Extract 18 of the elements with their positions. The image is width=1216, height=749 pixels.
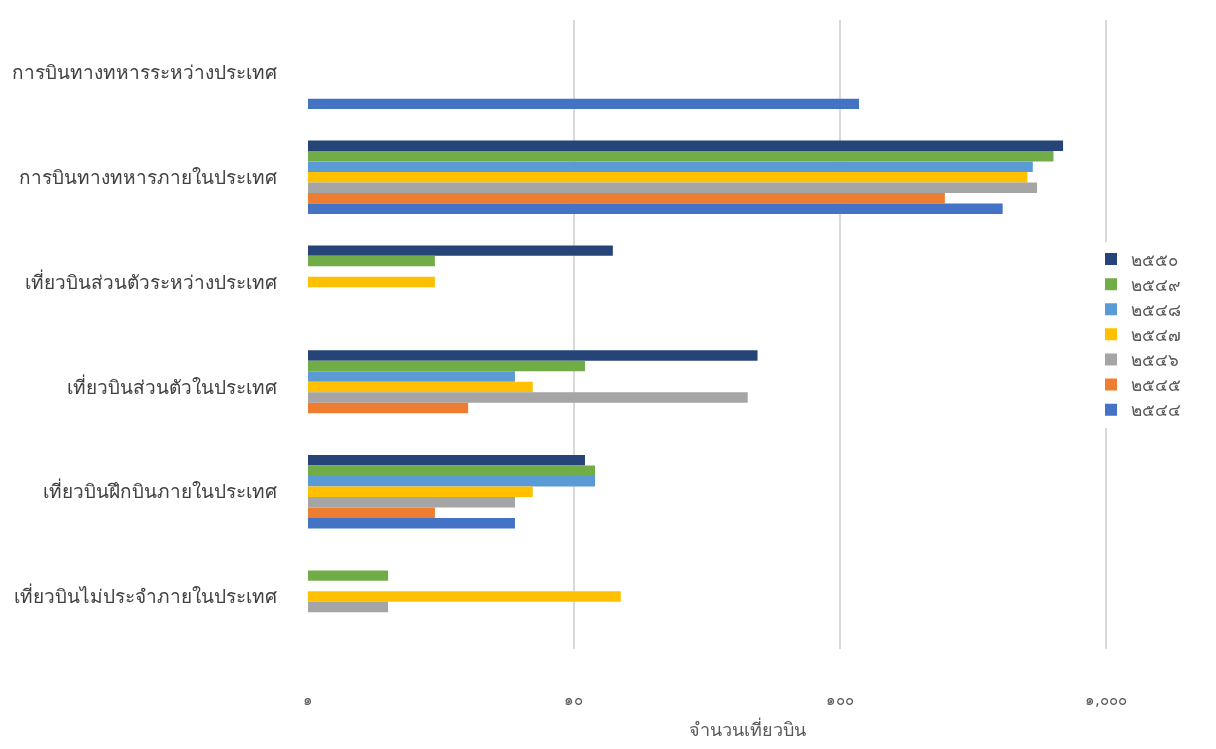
legend-label: ๒๕๔๕ — [1131, 375, 1181, 396]
x-tick-label: ๑,๐๐๐ — [1085, 691, 1127, 709]
x-axis-title: จำนวนเที่ยวบิน — [688, 717, 806, 741]
legend-label: ๒๕๔๘ — [1131, 299, 1181, 320]
y-tick-label: เที่ยวบินฝึกบินภายในประเทศ — [43, 478, 277, 503]
legend-label: ๒๕๔๖ — [1131, 350, 1179, 371]
x-tick-label: ๑๐ — [564, 691, 584, 709]
x-tick-label: ๑๐๐ — [825, 691, 854, 709]
y-tick-label: เที่ยวบินส่วนตัวในประเทศ — [67, 373, 277, 398]
legend-label: ๒๕๕๐ — [1131, 249, 1178, 270]
legend-label: ๒๕๔๗ — [1131, 324, 1181, 345]
x-tick-label: ๑ — [303, 691, 313, 709]
legend-label: ๒๕๔๙ — [1131, 274, 1180, 295]
y-tick-label: เที่ยวบินส่วนตัวระหว่างประเทศ — [25, 268, 277, 293]
y-tick-label: การบินทางทหารภายในประเทศ — [19, 165, 277, 188]
y-tick-label: เที่ยวบินไม่ประจำภายในประเทศ — [14, 583, 277, 608]
legend-label: ๒๕๔๔ — [1131, 400, 1181, 421]
y-tick-label: การบินทางทหารระหว่างประเทศ — [12, 61, 277, 84]
